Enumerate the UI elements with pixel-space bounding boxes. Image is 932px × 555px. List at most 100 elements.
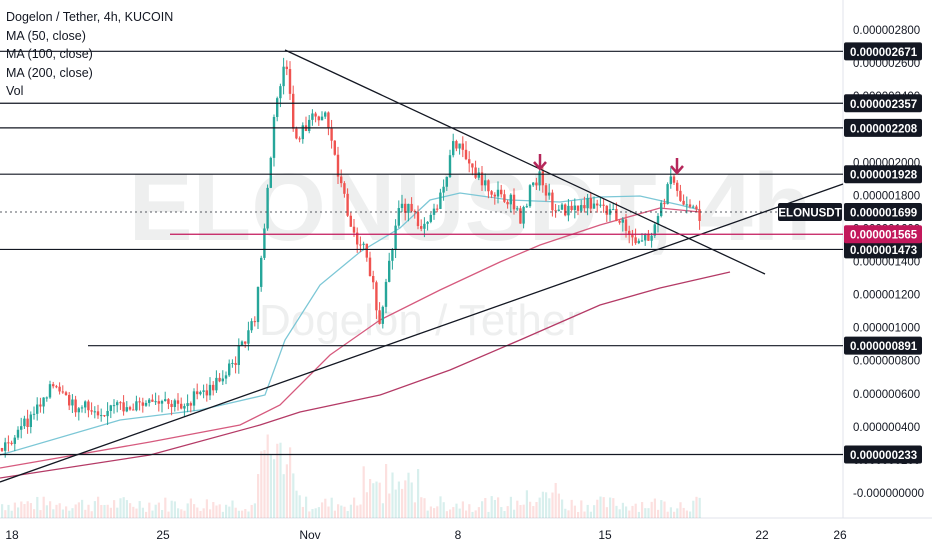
candle bbox=[695, 206, 698, 210]
volume-bar bbox=[372, 483, 375, 518]
volume-bar bbox=[679, 502, 682, 518]
volume-bar bbox=[228, 506, 231, 518]
candle bbox=[599, 204, 602, 206]
volume-bar bbox=[647, 508, 650, 518]
volume-bar bbox=[602, 497, 605, 518]
candle bbox=[637, 240, 640, 244]
candle bbox=[573, 205, 576, 210]
volume-bar bbox=[605, 507, 608, 518]
volume-bar bbox=[401, 488, 404, 518]
candle bbox=[400, 203, 404, 209]
level-label: 0.000002208 bbox=[850, 123, 918, 135]
volume-bar bbox=[609, 497, 612, 518]
volume-bar bbox=[186, 503, 189, 518]
volume-bar bbox=[292, 473, 295, 518]
volume-bar bbox=[138, 501, 141, 518]
candle bbox=[407, 203, 410, 213]
volume-bar bbox=[132, 506, 135, 518]
candle bbox=[180, 403, 183, 409]
candle bbox=[39, 404, 42, 407]
volume-bar bbox=[29, 503, 32, 518]
candle bbox=[688, 204, 692, 207]
candle bbox=[58, 386, 61, 392]
candle bbox=[484, 180, 487, 186]
volume-bar bbox=[580, 500, 583, 518]
y-tick-label: 0.000001200 bbox=[853, 290, 920, 302]
candle bbox=[52, 384, 55, 387]
volume-bar bbox=[698, 497, 701, 518]
candle bbox=[618, 220, 621, 223]
down-arrow-icon-head bbox=[533, 161, 547, 171]
volume-bar bbox=[545, 492, 548, 518]
chart-title: Dogelon / Tether, 4h, KUCOIN bbox=[6, 10, 174, 24]
volume-bar bbox=[148, 502, 151, 518]
candle bbox=[186, 403, 189, 407]
indicator-ma50[interactable]: MA (50, close) bbox=[6, 28, 86, 43]
candle bbox=[490, 191, 493, 195]
candle bbox=[525, 206, 528, 208]
volume-bar bbox=[452, 507, 455, 518]
candle bbox=[167, 399, 170, 404]
candle bbox=[205, 390, 208, 396]
volume-bar bbox=[461, 501, 464, 518]
volume-bar bbox=[583, 511, 586, 518]
candle bbox=[644, 233, 647, 241]
candle bbox=[592, 203, 596, 209]
candle bbox=[298, 138, 301, 140]
volume-bar bbox=[557, 493, 560, 518]
volume-bar bbox=[10, 510, 13, 518]
indicator-volume[interactable]: Vol bbox=[6, 84, 24, 98]
volume-bar bbox=[279, 442, 282, 518]
volume-bar bbox=[436, 506, 439, 518]
volume-bar bbox=[532, 506, 535, 518]
volume-bar bbox=[625, 506, 628, 518]
candle bbox=[221, 378, 224, 382]
volume-bar bbox=[26, 501, 29, 518]
volume-bar bbox=[247, 511, 250, 518]
indicator-ma100[interactable]: MA (100, close) bbox=[6, 47, 93, 61]
volume-bar bbox=[631, 505, 634, 518]
candle bbox=[349, 215, 352, 227]
volume-bar bbox=[541, 491, 544, 518]
volume-bar bbox=[455, 503, 458, 518]
indicator-ma200[interactable]: MA (200, close) bbox=[6, 65, 93, 80]
candle bbox=[346, 193, 349, 216]
y-tick-label: -0.000000000 bbox=[853, 488, 924, 500]
volume-bar bbox=[471, 511, 474, 518]
candle bbox=[90, 410, 93, 412]
volume-bar bbox=[538, 497, 541, 518]
candle bbox=[580, 205, 583, 211]
volume-bar bbox=[20, 501, 23, 518]
candle bbox=[352, 226, 356, 233]
candle bbox=[362, 243, 365, 245]
candle bbox=[656, 216, 660, 225]
volume-bar bbox=[589, 511, 592, 518]
volume-bar bbox=[596, 499, 599, 518]
candle bbox=[202, 390, 205, 392]
candle bbox=[512, 194, 516, 210]
volume-bar bbox=[577, 511, 580, 518]
volume-bar bbox=[394, 489, 397, 518]
volume-bar bbox=[525, 490, 528, 518]
candle bbox=[464, 149, 468, 160]
candle bbox=[500, 189, 503, 195]
candle bbox=[192, 391, 196, 406]
volume-bar bbox=[13, 502, 16, 518]
candle bbox=[0, 448, 4, 451]
candle bbox=[218, 377, 221, 382]
volume-bar bbox=[637, 511, 640, 518]
volume-bar bbox=[103, 504, 106, 518]
volume-bar bbox=[225, 504, 228, 518]
level-label-bg bbox=[844, 42, 922, 61]
candle bbox=[199, 391, 202, 395]
current-price-bg bbox=[844, 203, 922, 222]
volume-bar bbox=[551, 492, 554, 518]
candle bbox=[503, 194, 506, 202]
candle bbox=[112, 405, 116, 407]
candle bbox=[288, 69, 292, 94]
level-label-bg bbox=[844, 165, 922, 184]
volume-bar bbox=[177, 508, 180, 518]
candle bbox=[272, 116, 276, 158]
candle bbox=[141, 402, 144, 406]
candle bbox=[381, 306, 384, 324]
